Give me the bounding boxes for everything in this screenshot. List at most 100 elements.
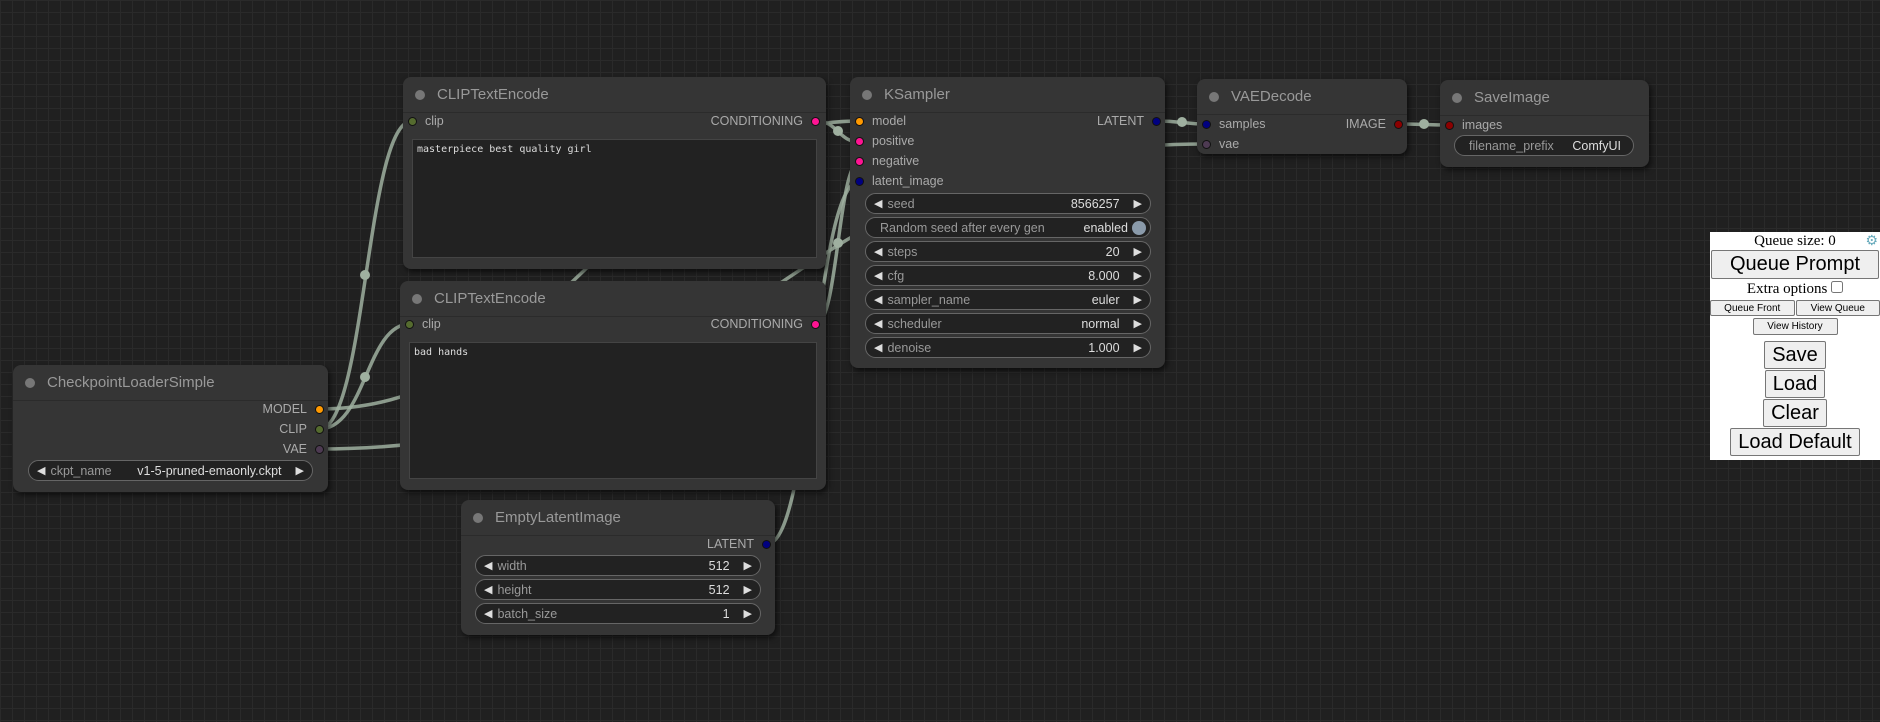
collapse-dot-icon[interactable] [415, 89, 425, 100]
arrow-left-icon[interactable]: ◀ [874, 270, 883, 282]
node-clip-text-encode-positive[interactable]: CLIPTextEncode clip CONDITIONING masterp… [403, 77, 826, 269]
load-default-button[interactable]: Load Default [1730, 428, 1860, 456]
slot-dot-icon[interactable] [1445, 120, 1454, 130]
save-button[interactable]: Save [1764, 341, 1826, 369]
slot-dot-icon[interactable] [1394, 119, 1403, 129]
slot-dot-icon[interactable] [811, 319, 820, 329]
arrow-left-icon[interactable]: ◀ [484, 560, 493, 572]
input-clip[interactable]: clip [408, 113, 444, 129]
arrow-left-icon[interactable]: ◀ [874, 294, 883, 306]
slot-dot-icon[interactable] [855, 176, 864, 186]
seed-widget[interactable]: ◀ seed 8566257 ▶ [865, 193, 1151, 214]
node-title: CLIPTextEncode [434, 290, 546, 307]
node-vae-decode[interactable]: VAEDecode samples vae IMAGE [1197, 79, 1407, 154]
node-clip-text-encode-negative[interactable]: CLIPTextEncode clip CONDITIONING bad han… [400, 281, 826, 490]
node-title: EmptyLatentImage [495, 509, 621, 526]
output-vae[interactable]: VAE [283, 441, 324, 457]
random-seed-toggle[interactable]: Random seed after every gen enabled [865, 217, 1151, 238]
arrow-right-icon[interactable]: ▶ [743, 560, 752, 572]
node-checkpoint-loader[interactable]: CheckpointLoaderSimple MODEL CLIP VAE ◀ c… [13, 365, 328, 492]
arrow-right-icon[interactable]: ▶ [743, 608, 752, 620]
width-widget[interactable]: ◀ width 512 ▶ [475, 555, 761, 576]
input-positive[interactable]: positive [855, 133, 914, 149]
cfg-widget[interactable]: ◀ cfg 8.000 ▶ [865, 265, 1151, 286]
node-title: KSampler [884, 86, 950, 103]
toggle-knob-icon[interactable] [1132, 220, 1146, 235]
node-save-image[interactable]: SaveImage images filename_prefix ComfyUI [1440, 80, 1649, 167]
arrow-right-icon[interactable]: ▶ [1133, 246, 1142, 258]
slot-dot-icon[interactable] [1202, 139, 1211, 149]
arrow-right-icon[interactable]: ▶ [1133, 198, 1142, 210]
output-latent[interactable]: LATENT [707, 536, 771, 552]
collapse-dot-icon[interactable] [412, 293, 422, 304]
arrow-left-icon[interactable]: ◀ [484, 584, 493, 596]
sampler-name-widget[interactable]: ◀ sampler_name euler ▶ [865, 289, 1151, 310]
queue-front-button[interactable]: Queue Front [1710, 300, 1795, 316]
slot-dot-icon[interactable] [1202, 119, 1211, 129]
collapse-dot-icon[interactable] [1209, 91, 1219, 102]
queue-prompt-button[interactable]: Queue Prompt [1711, 250, 1879, 279]
slot-dot-icon[interactable] [408, 116, 417, 126]
input-samples[interactable]: samples [1202, 116, 1266, 132]
menu-panel: Queue size: 0 ⚙ Queue Prompt Extra option… [1710, 232, 1880, 460]
slot-dot-icon[interactable] [315, 444, 324, 454]
prompt-textarea[interactable]: masterpiece best quality girl [412, 139, 817, 258]
arrow-left-icon[interactable]: ◀ [37, 465, 46, 477]
arrow-right-icon[interactable]: ▶ [743, 584, 752, 596]
output-image[interactable]: IMAGE [1346, 116, 1403, 132]
collapse-dot-icon[interactable] [25, 377, 35, 388]
arrow-left-icon[interactable]: ◀ [874, 318, 883, 330]
denoise-widget[interactable]: ◀ denoise 1.000 ▶ [865, 337, 1151, 358]
view-queue-button[interactable]: View Queue [1795, 300, 1880, 316]
view-history-button[interactable]: View History [1752, 318, 1838, 335]
arrow-right-icon[interactable]: ▶ [1133, 270, 1142, 282]
scheduler-widget[interactable]: ◀ scheduler normal ▶ [865, 313, 1151, 334]
settings-gear-icon[interactable]: ⚙ [1865, 234, 1878, 249]
slot-dot-icon[interactable] [762, 539, 771, 549]
node-title: CheckpointLoaderSimple [47, 374, 215, 391]
input-images[interactable]: images [1445, 117, 1502, 133]
input-model[interactable]: model [855, 113, 906, 129]
slot-dot-icon[interactable] [405, 319, 414, 329]
ckpt-name-combo[interactable]: ◀ ckpt_name v1-5-pruned-emaonly.ckpt ▶ [28, 460, 313, 481]
arrow-left-icon[interactable]: ◀ [484, 608, 493, 620]
filename-prefix-widget[interactable]: filename_prefix ComfyUI [1454, 135, 1634, 156]
height-widget[interactable]: ◀ height 512 ▶ [475, 579, 761, 600]
slot-dot-icon[interactable] [855, 136, 864, 146]
input-vae[interactable]: vae [1202, 136, 1239, 152]
input-latent-image[interactable]: latent_image [855, 173, 944, 189]
input-clip[interactable]: clip [405, 316, 441, 332]
queue-size: Queue size: 0 [1754, 233, 1836, 249]
output-latent[interactable]: LATENT [1097, 113, 1161, 129]
arrow-right-icon[interactable]: ▶ [1133, 342, 1142, 354]
extra-options-label: Extra options [1746, 281, 1828, 297]
batch-size-widget[interactable]: ◀ batch_size 1 ▶ [475, 603, 761, 624]
clear-button[interactable]: Clear [1763, 399, 1827, 427]
slot-dot-icon[interactable] [315, 404, 324, 414]
load-button[interactable]: Load [1765, 370, 1825, 398]
slot-dot-icon[interactable] [315, 424, 324, 434]
arrow-right-icon[interactable]: ▶ [1133, 294, 1142, 306]
output-clip[interactable]: CLIP [279, 421, 324, 437]
arrow-right-icon[interactable]: ▶ [295, 465, 304, 477]
node-empty-latent-image[interactable]: EmptyLatentImage LATENT ◀ width 512 ▶ ◀ heig… [461, 500, 775, 635]
prompt-textarea[interactable]: bad hands [409, 342, 817, 479]
slot-dot-icon[interactable] [855, 116, 864, 126]
slot-dot-icon[interactable] [1152, 116, 1161, 126]
collapse-dot-icon[interactable] [473, 512, 483, 523]
collapse-dot-icon[interactable] [1452, 92, 1462, 103]
node-ksampler[interactable]: KSampler model positive negative latent_… [850, 77, 1165, 368]
collapse-dot-icon[interactable] [862, 89, 872, 100]
output-model[interactable]: MODEL [263, 401, 324, 417]
arrow-left-icon[interactable]: ◀ [874, 246, 883, 258]
arrow-right-icon[interactable]: ▶ [1133, 318, 1142, 330]
arrow-left-icon[interactable]: ◀ [874, 342, 883, 354]
arrow-left-icon[interactable]: ◀ [874, 198, 883, 210]
steps-widget[interactable]: ◀ steps 20 ▶ [865, 241, 1151, 262]
slot-dot-icon[interactable] [811, 116, 820, 126]
extra-options-checkbox[interactable] [1831, 281, 1844, 293]
output-conditioning[interactable]: CONDITIONING [711, 113, 820, 129]
input-negative[interactable]: negative [855, 153, 919, 169]
slot-dot-icon[interactable] [855, 156, 864, 166]
output-conditioning[interactable]: CONDITIONING [711, 316, 820, 332]
